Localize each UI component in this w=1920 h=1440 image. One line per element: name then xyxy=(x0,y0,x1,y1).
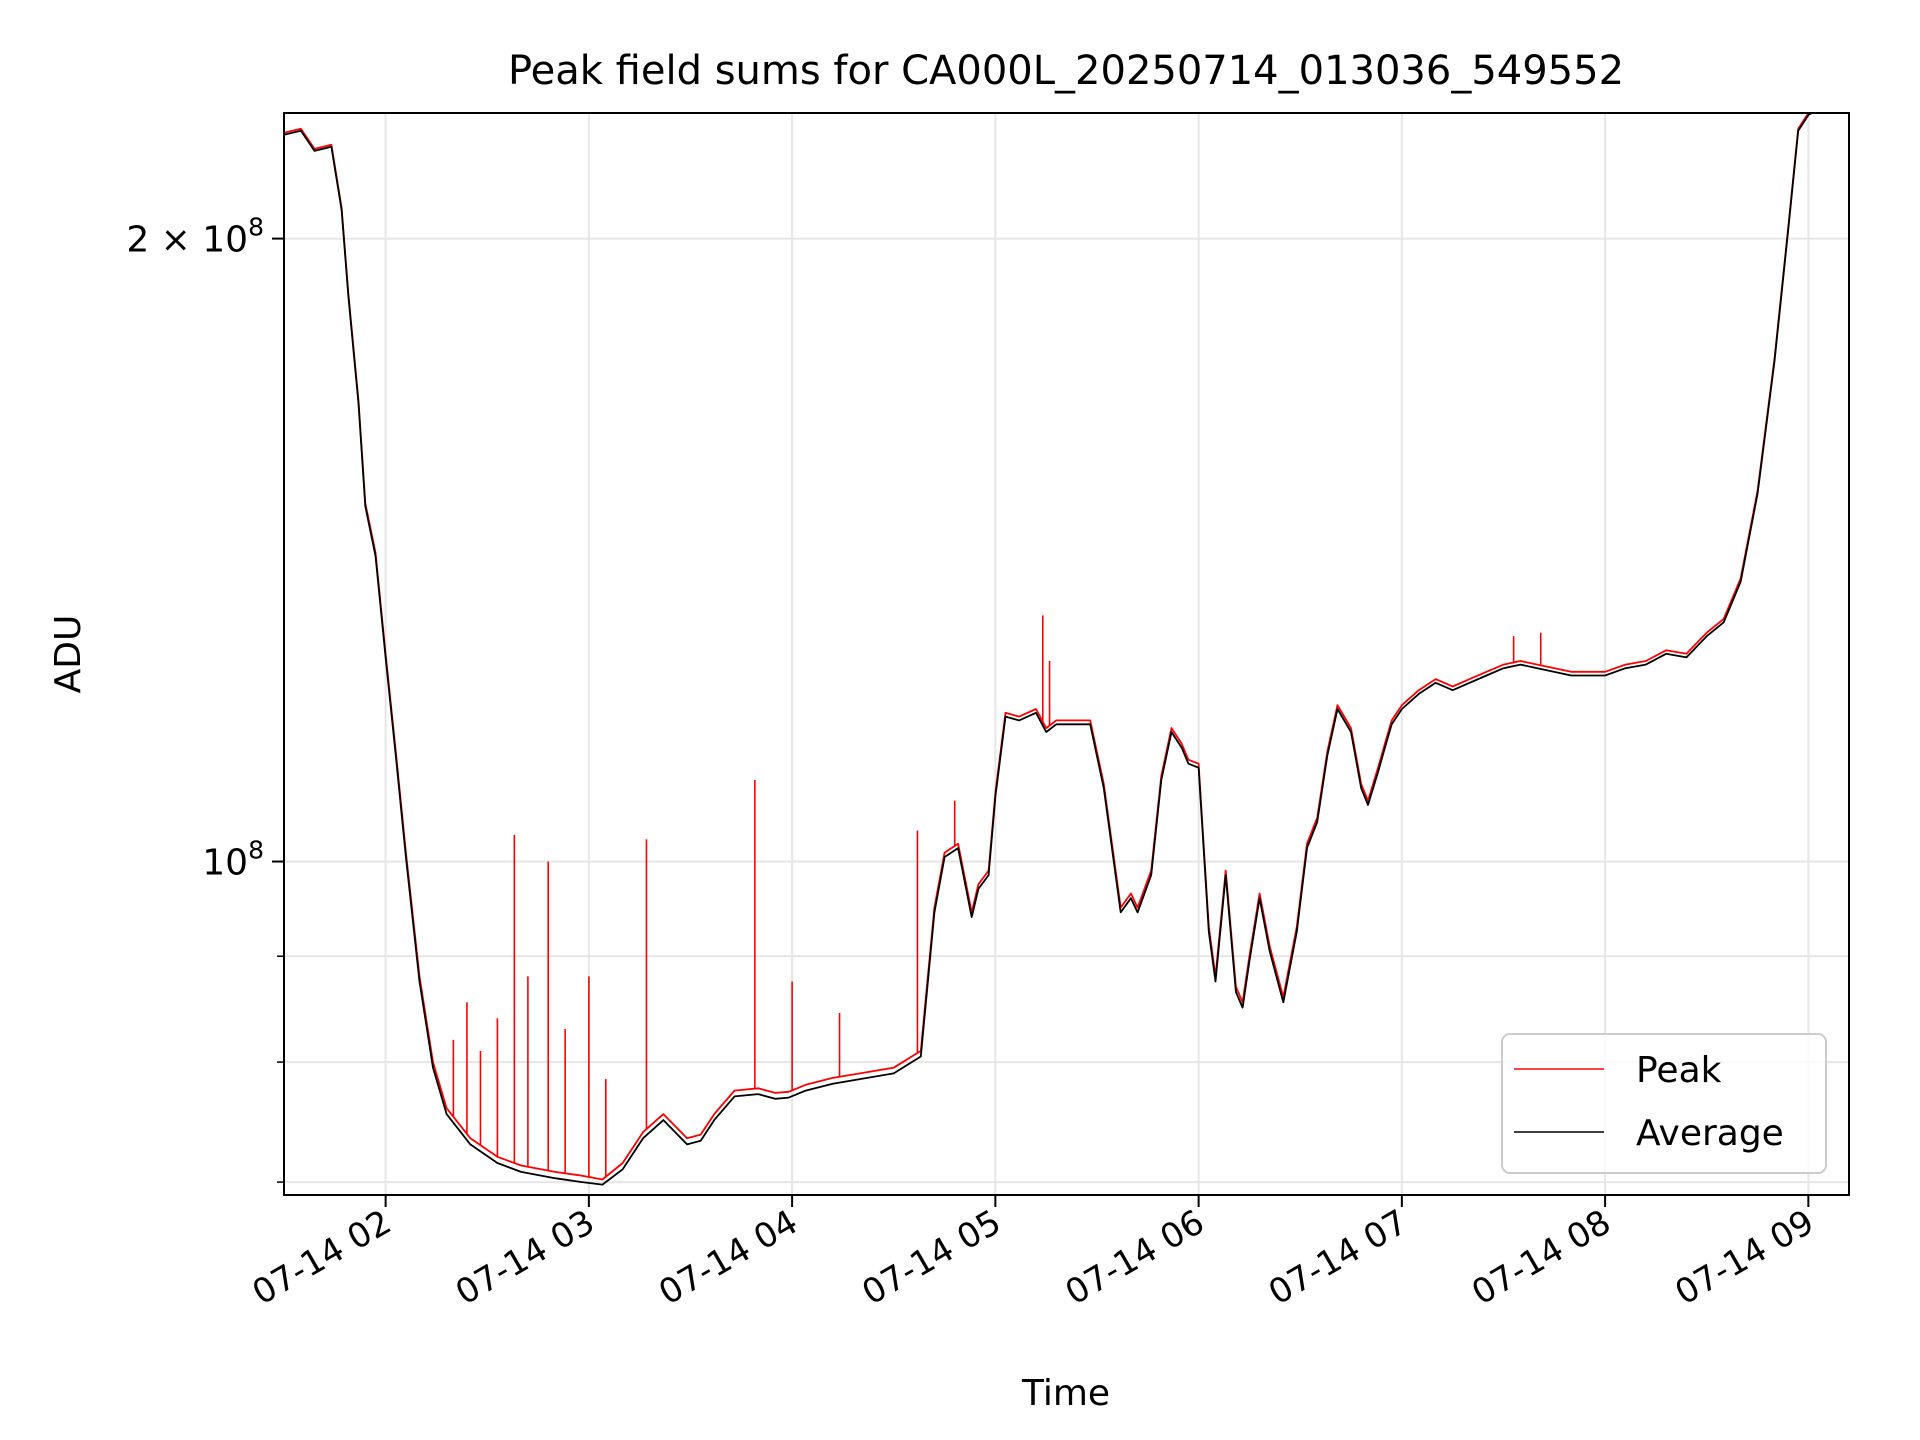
series-layer xyxy=(284,113,1814,1186)
chart-title: Peak field sums for CA000L_20250714_0130… xyxy=(508,48,1624,94)
legend: Peak Average xyxy=(1501,1033,1827,1174)
y-axis-label: ADU xyxy=(48,615,89,694)
legend-label-peak: Peak xyxy=(1636,1050,1722,1091)
y-tick-label: 2 × 108 xyxy=(126,213,264,261)
x-axis-label: Time xyxy=(1021,1373,1110,1414)
plot-frame xyxy=(283,112,1850,1196)
gridlines xyxy=(284,113,1849,1195)
y-axis-ticks: 2 × 108 108 xyxy=(126,213,284,1183)
series-line-average xyxy=(284,113,1814,1186)
series-line-peak xyxy=(284,113,1811,1181)
y-tick-label: 108 xyxy=(202,836,264,884)
legend-label-average: Average xyxy=(1636,1113,1784,1154)
